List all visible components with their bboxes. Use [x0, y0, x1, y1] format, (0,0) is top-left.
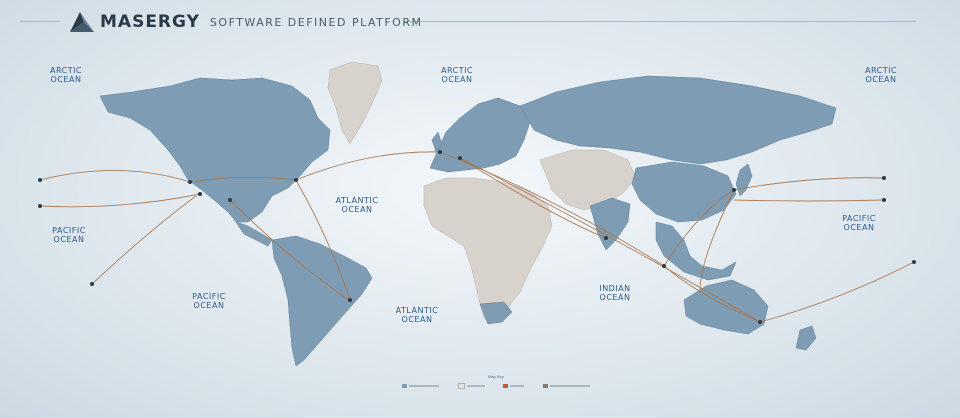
land-india	[589, 197, 631, 251]
land-japan	[735, 163, 753, 197]
node	[458, 156, 462, 160]
legend-swatch	[503, 384, 509, 388]
route-line	[759, 261, 915, 323]
legend-text-bar	[510, 385, 525, 387]
route-line	[733, 177, 885, 191]
land-middle-east	[539, 149, 637, 211]
legend-swatch	[457, 383, 465, 389]
ocean-label-pacific-south: PACIFIC OCEAN	[192, 292, 226, 310]
node	[882, 198, 886, 202]
land-new-zealand	[795, 325, 817, 351]
node	[38, 178, 42, 182]
network-routes	[39, 151, 915, 323]
ocean-label-arctic-west: ARCTIC OCEAN	[49, 66, 83, 84]
land-north-asia	[519, 75, 837, 165]
land-south-america	[271, 235, 373, 367]
node	[882, 176, 886, 180]
ocean-label-pacific-west: PACIFIC OCEAN	[52, 226, 86, 244]
legend-text-bar	[466, 385, 485, 387]
node	[662, 264, 666, 268]
node	[732, 188, 736, 192]
land-east-asia	[631, 161, 737, 223]
land-africa	[423, 177, 553, 323]
land-uk	[431, 131, 443, 153]
route-line	[699, 189, 735, 291]
legend-text-bar	[549, 385, 590, 387]
route-line	[459, 157, 761, 323]
node	[758, 320, 762, 324]
ocean-label-indian: INDIAN OCEAN	[599, 284, 631, 302]
node	[348, 298, 352, 302]
brand-tagline: SOFTWARE DEFINED PLATFORM	[209, 15, 423, 29]
node	[188, 180, 192, 184]
land-central-america	[235, 221, 273, 247]
land-greenland	[327, 61, 383, 145]
brand-name: MASERGY	[100, 12, 200, 32]
land-south-africa	[479, 301, 513, 325]
route-line	[663, 265, 761, 323]
node	[228, 198, 232, 202]
land-southeast-asia	[655, 221, 737, 281]
ocean-label-atlantic-north: ATLANTIC OCEAN	[335, 196, 379, 214]
route-line	[91, 195, 197, 285]
route-line	[39, 193, 201, 208]
legend-item	[542, 384, 590, 388]
route-line	[295, 151, 441, 181]
land-australia	[683, 279, 769, 335]
node	[38, 204, 42, 208]
legend-swatch	[542, 384, 548, 388]
route-line	[663, 189, 735, 267]
header-rule-right	[404, 21, 916, 22]
node	[912, 260, 916, 264]
route-line	[295, 179, 351, 301]
ocean-label-atlantic-south: ATLANTIC OCEAN	[395, 306, 439, 324]
legend-row	[402, 382, 590, 390]
route-line	[733, 199, 885, 202]
node	[604, 236, 608, 240]
legend-item	[503, 384, 525, 388]
header-rule-left	[20, 21, 60, 22]
node	[438, 150, 442, 154]
route-line	[189, 176, 297, 183]
node	[90, 282, 94, 286]
route-line	[459, 157, 607, 239]
node	[294, 178, 298, 182]
land-north-america	[99, 77, 331, 223]
legend-title: Map Key	[488, 374, 504, 379]
map-legend: Map Key	[398, 372, 594, 394]
ocean-label-arctic-east: ARCTIC OCEAN	[864, 66, 898, 84]
legend-item	[457, 383, 485, 389]
legend-item	[402, 384, 439, 388]
legend-text-bar	[409, 385, 439, 387]
route-line	[229, 199, 353, 303]
masergy-triangle-logo-icon	[70, 12, 94, 32]
ocean-label-arctic-center: ARCTIC OCEAN	[440, 66, 474, 84]
node	[198, 192, 202, 196]
route-line	[39, 170, 191, 183]
land-europe	[429, 97, 531, 173]
ocean-label-pacific-east: PACIFIC OCEAN	[842, 214, 876, 232]
header: MASERGY SOFTWARE DEFINED PLATFORM	[68, 10, 422, 34]
legend-swatch	[402, 384, 407, 388]
network-nodes	[38, 150, 916, 324]
